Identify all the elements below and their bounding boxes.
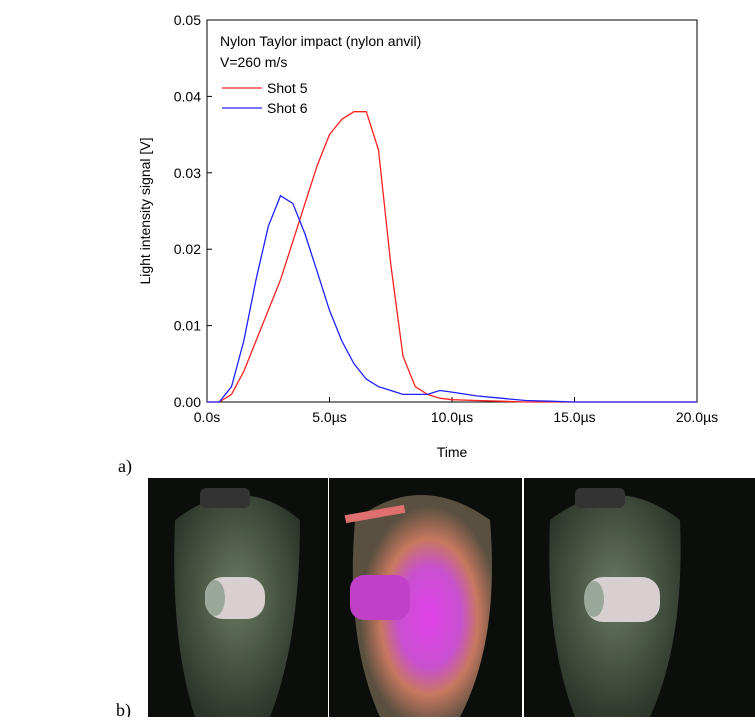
annotation: V=260 m/s xyxy=(220,54,287,70)
x-tick-label: 5.0µs xyxy=(312,409,347,425)
y-axis-label: Light intensity signal [V] xyxy=(137,137,153,284)
y-tick-label: 0.02 xyxy=(174,241,201,257)
x-tick-label: 20.0µs xyxy=(676,409,718,425)
y-tick-label: 0.04 xyxy=(174,88,201,104)
panel-label: b) xyxy=(116,700,131,717)
legend-label: Shot 6 xyxy=(267,100,308,116)
panel-label: a) xyxy=(118,456,132,477)
x-tick-label: 10.0µs xyxy=(431,409,473,425)
x-tick-label: 15.0µs xyxy=(553,409,595,425)
y-tick-label: 0.03 xyxy=(174,165,201,181)
x-tick-label: 0.0s xyxy=(194,409,220,425)
legend-label: Shot 5 xyxy=(267,80,308,96)
data-line xyxy=(207,111,697,403)
x-axis-label: Time xyxy=(437,444,468,460)
data-line xyxy=(207,194,697,403)
y-tick-label: 0.05 xyxy=(174,12,201,28)
annotation: Nylon Taylor impact (nylon anvil) xyxy=(220,33,421,49)
y-tick-label: 0.00 xyxy=(174,394,201,410)
photo-strip xyxy=(148,478,755,717)
plot-frame xyxy=(206,19,698,403)
y-tick-label: 0.01 xyxy=(174,318,201,334)
